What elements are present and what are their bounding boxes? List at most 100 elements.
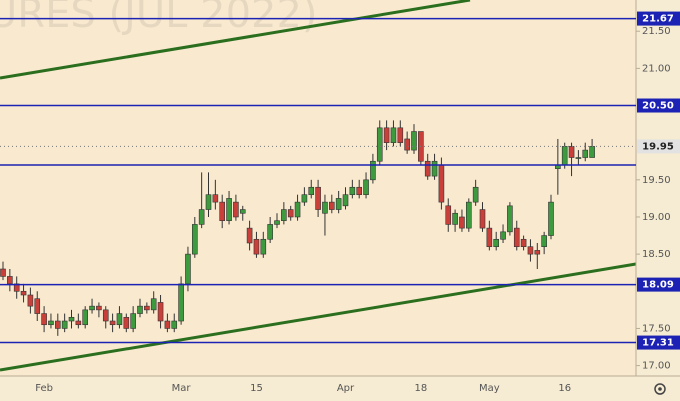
candle-body xyxy=(349,186,356,195)
x-tick-label: Feb xyxy=(35,383,53,394)
candle-body xyxy=(424,160,431,177)
candle-body xyxy=(328,201,335,210)
level-label: 20.50 xyxy=(642,101,674,112)
candle-body xyxy=(452,212,458,225)
candle-body xyxy=(363,179,369,195)
candle-body xyxy=(287,209,294,218)
last-price-tag xyxy=(637,139,680,154)
candle-body xyxy=(34,298,41,314)
candle-body xyxy=(54,320,61,329)
candle-body xyxy=(89,305,95,311)
candle-body xyxy=(513,227,520,248)
candle-body xyxy=(431,160,438,177)
candle-body xyxy=(472,186,479,203)
candle-body xyxy=(322,201,328,214)
candle-body xyxy=(315,186,321,210)
candle-body xyxy=(465,201,472,229)
x-tick-label: 16 xyxy=(558,383,571,394)
candle-body xyxy=(561,146,568,166)
candle-body xyxy=(383,127,390,143)
candle-body xyxy=(281,209,287,221)
candle-body xyxy=(342,194,349,207)
candle-body xyxy=(438,164,445,203)
level-label: 18.09 xyxy=(642,280,674,291)
y-tick-label: 18.50 xyxy=(642,249,671,260)
candle-body xyxy=(582,149,589,158)
y-tick-label: 19.00 xyxy=(642,212,671,223)
candle-body xyxy=(233,201,239,218)
candle-body xyxy=(41,313,47,326)
candle-body xyxy=(568,146,575,158)
candle-body xyxy=(575,157,582,159)
candle-body xyxy=(27,294,34,307)
candle-body xyxy=(109,320,116,326)
candle-body xyxy=(130,313,136,329)
candle-body xyxy=(253,238,260,255)
candle-body xyxy=(123,316,130,329)
level-tag xyxy=(637,11,680,26)
y-tick-label: 17.50 xyxy=(642,323,671,334)
gear[interactable] xyxy=(654,383,666,395)
candle-body xyxy=(390,127,397,143)
candle-body xyxy=(376,127,383,162)
candle-body xyxy=(96,305,102,311)
candle-body xyxy=(68,316,75,322)
candle-body xyxy=(150,298,157,311)
candle-body xyxy=(486,227,493,248)
candle-body xyxy=(493,238,500,248)
candle-body xyxy=(7,276,13,285)
candle-body xyxy=(20,290,27,296)
y-tick-label: 17.00 xyxy=(642,361,671,372)
candle-body xyxy=(219,201,225,221)
candle-body xyxy=(520,238,527,248)
candle-body xyxy=(267,224,273,240)
candle-body xyxy=(260,238,267,255)
trend-line xyxy=(0,0,471,80)
y-tick-label: 21.50 xyxy=(642,26,671,37)
candle-body xyxy=(500,231,506,240)
candle-body xyxy=(137,305,143,314)
x-tick-label: 15 xyxy=(250,383,263,394)
candle-body xyxy=(370,160,376,181)
level-tag xyxy=(637,98,680,113)
last-price-label: 19.95 xyxy=(642,141,674,152)
candle-body xyxy=(164,320,171,329)
candle-body xyxy=(274,220,280,225)
candle-body xyxy=(459,216,465,229)
candle-body xyxy=(294,201,301,218)
candle-body xyxy=(82,309,88,326)
gear-center[interactable] xyxy=(658,387,662,391)
candle-body xyxy=(144,305,150,311)
candle-body xyxy=(178,283,184,322)
candle-body xyxy=(397,127,404,143)
level-label: 21.67 xyxy=(642,14,674,25)
x-tick-label: 18 xyxy=(414,383,427,394)
candle-body xyxy=(48,320,54,326)
level-label: 17.31 xyxy=(642,338,674,349)
candle-body xyxy=(75,320,82,326)
x-tick-label: Apr xyxy=(337,383,355,394)
candle-body xyxy=(246,227,253,244)
candle-body xyxy=(507,205,513,233)
candle-body xyxy=(192,224,198,255)
trend-line xyxy=(0,262,637,372)
candle-body xyxy=(527,246,534,255)
x-tick-label: May xyxy=(479,383,500,394)
candle-body xyxy=(479,209,486,229)
x-tick-label: Mar xyxy=(172,383,192,394)
settings-icon[interactable] xyxy=(654,383,666,395)
candle-body xyxy=(308,186,315,195)
candle-body xyxy=(445,205,452,225)
candle-body xyxy=(205,194,212,210)
candle-body xyxy=(0,268,6,277)
candle-body xyxy=(589,146,595,158)
y-tick-label: 19.50 xyxy=(642,175,671,186)
candle-body xyxy=(335,198,342,210)
candle-body xyxy=(198,209,205,225)
candle-body xyxy=(102,309,109,322)
candle-body xyxy=(541,235,547,248)
candle-body xyxy=(116,313,123,326)
candle-body xyxy=(301,194,308,203)
candle-body xyxy=(534,250,541,255)
